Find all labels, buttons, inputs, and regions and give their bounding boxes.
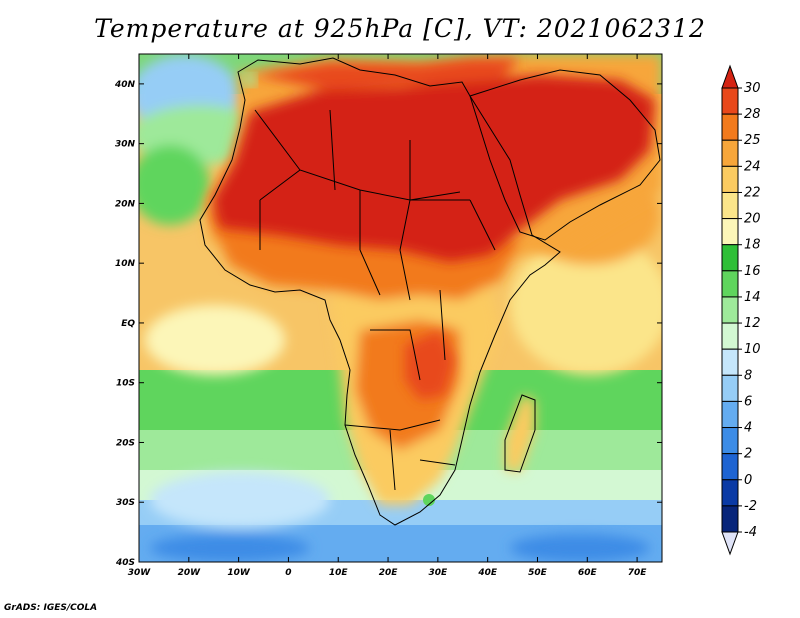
lon-tick-label: 10W xyxy=(227,568,251,578)
map-frame xyxy=(138,53,663,563)
colorbar-label: 24 xyxy=(744,159,761,174)
colorbar-label: 30 xyxy=(744,81,761,96)
lon-tick-label: 70E xyxy=(628,568,648,578)
colorbar-swatch xyxy=(721,479,739,507)
colorbar-swatch xyxy=(721,400,739,429)
lon-tick-label: 30W xyxy=(128,568,152,578)
lat-tick-label: 20S xyxy=(116,438,135,448)
coastlines xyxy=(199,57,661,526)
colorbar-top-arrow xyxy=(721,64,739,89)
colorbar-swatch xyxy=(721,113,739,141)
lat-tick-label: 20N xyxy=(115,199,136,209)
colorbar-label: 2 xyxy=(744,447,752,462)
colorbar-swatch xyxy=(721,453,739,481)
lat-tick-label: 10S xyxy=(116,379,135,389)
colorbar-label: 10 xyxy=(744,342,761,357)
lat-tick-label: 40N xyxy=(114,80,136,90)
lon-tick-label: 40E xyxy=(477,568,498,578)
temperature-field xyxy=(139,54,662,562)
colorbar-bottom-arrow xyxy=(721,531,739,556)
colorbar-swatch xyxy=(721,270,739,298)
colorbar-swatch xyxy=(721,139,739,167)
colorbar-swatch xyxy=(721,427,739,455)
colorbar-label: 14 xyxy=(744,290,761,305)
lat-tick-label: 30N xyxy=(115,140,136,150)
colorbar-swatch xyxy=(721,322,739,350)
lon-tick-label: 30E xyxy=(429,568,449,578)
credit-label: GrADS: IGES/COLA xyxy=(4,603,98,613)
lat-tick-label: 40S xyxy=(115,558,135,568)
map-title: Temperature at 925hPa [C], VT: 202106231… xyxy=(94,14,706,43)
lat-tick-label: 10N xyxy=(115,259,136,269)
colorbar-label: 0 xyxy=(744,473,752,488)
colorbar-swatch xyxy=(721,374,739,402)
colorbar-swatch xyxy=(721,505,739,533)
colorbar-swatch xyxy=(721,87,739,115)
colorbar-label: -2 xyxy=(744,499,757,514)
colorbar-swatch xyxy=(721,165,739,193)
lat-tick-label: 30S xyxy=(116,498,135,508)
lon-tick-label: 0 xyxy=(285,568,291,578)
lon-tick-label: 20W xyxy=(178,568,202,578)
colorbar-label: 28 xyxy=(744,107,761,122)
colorbar-label: 12 xyxy=(744,316,761,331)
latitude-axis: 40N 30N 20N 10N EQ 10S 20S 30S 40S xyxy=(114,80,662,568)
colorbar-swatch xyxy=(721,296,739,324)
colorbar-label: 22 xyxy=(744,185,761,200)
lon-tick-label: 50E xyxy=(528,568,548,578)
colorbar-swatch xyxy=(721,348,739,376)
colorbar-label: -4 xyxy=(744,525,757,540)
colorbar-label: 18 xyxy=(744,238,761,253)
colorbar-label: 8 xyxy=(744,368,752,383)
colorbar-swatch xyxy=(721,191,739,220)
lon-tick-label: 60E xyxy=(578,568,598,578)
colorbar-label: 20 xyxy=(744,212,761,227)
longitude-axis: 30W 20W 10W 0 10E 20E 30E 40E 50E 60E 70E xyxy=(128,54,648,578)
lon-tick-label: 20E xyxy=(379,568,399,578)
colorbar-label: 25 xyxy=(744,133,761,148)
colorbar-swatch xyxy=(721,218,739,246)
lat-tick-label: EQ xyxy=(121,319,135,329)
colorbar-label: 16 xyxy=(744,264,761,279)
colorbar-label: 6 xyxy=(744,394,752,409)
lon-tick-label: 10E xyxy=(329,568,349,578)
colorbar-label: 4 xyxy=(744,421,752,436)
colorbar-swatch xyxy=(721,244,739,272)
